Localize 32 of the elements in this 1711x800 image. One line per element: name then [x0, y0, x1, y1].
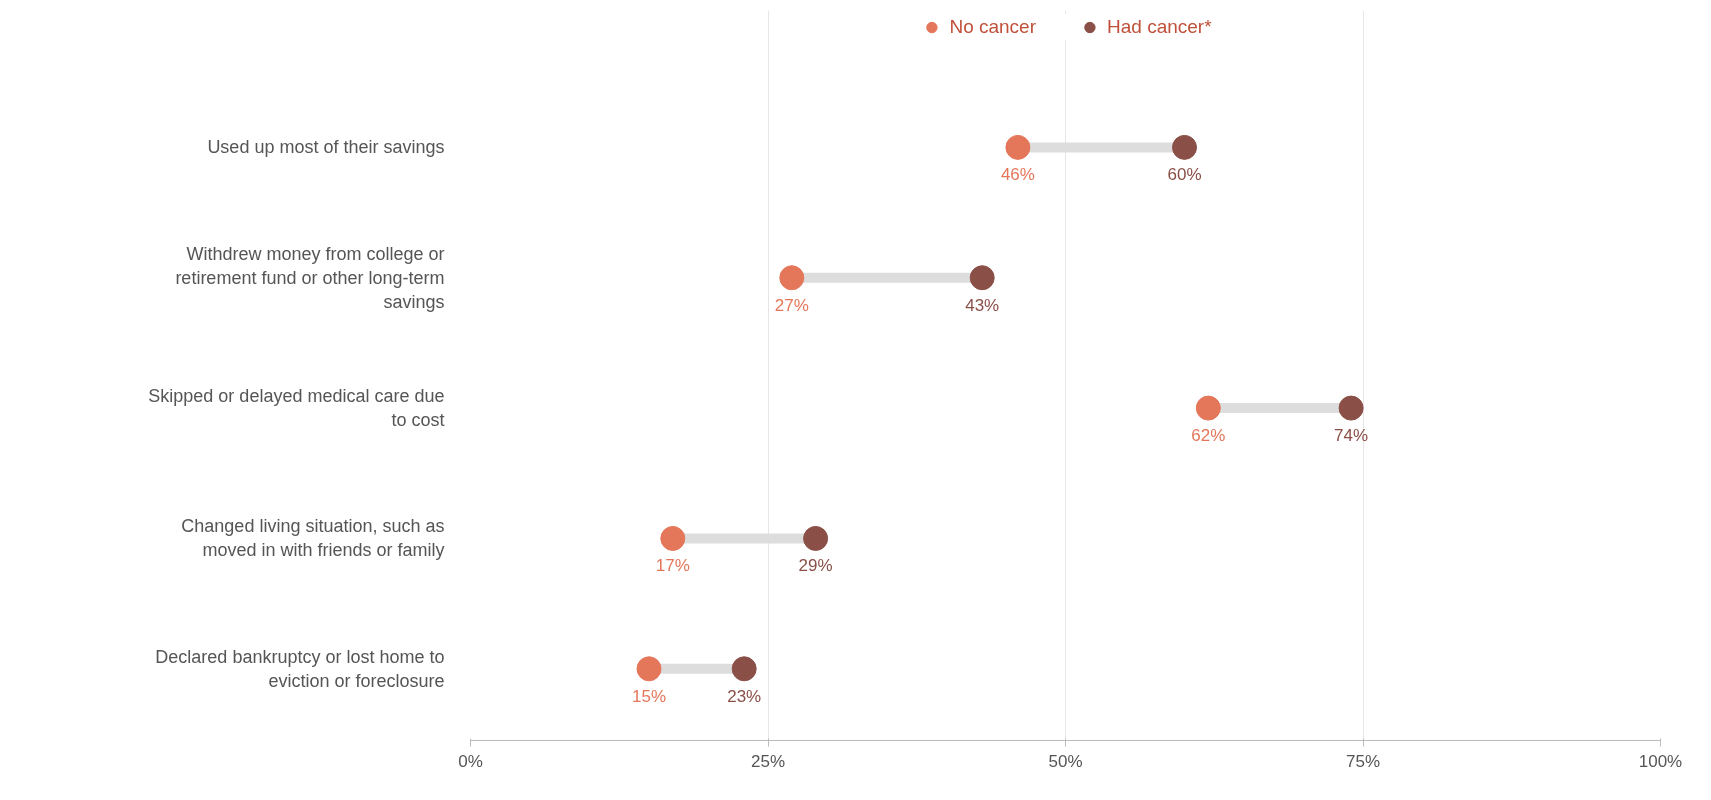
x-tick-label: 100%: [1638, 751, 1683, 771]
y-tick-label: Skipped or delayed medical care due to cost: [148, 386, 445, 431]
point: [660, 525, 686, 551]
x-tick-label: 50%: [1048, 751, 1083, 771]
data-label: 27%: [774, 295, 809, 315]
data-label: 46%: [1000, 165, 1035, 185]
point: [1005, 134, 1031, 160]
data-label: 60%: [1167, 165, 1202, 185]
data-label: 29%: [798, 556, 833, 576]
point: [1172, 134, 1197, 160]
x-tick-label: 25%: [750, 751, 786, 771]
legend-label: Had cancer*: [1107, 16, 1212, 38]
point: [803, 525, 829, 551]
y-tick-label: Declared bankruptcy or lost home to eviction or foreclosure: [155, 646, 445, 691]
point: [969, 265, 995, 291]
legend-label: No cancer: [949, 16, 1037, 38]
point: [636, 656, 662, 682]
data-label: 23%: [727, 686, 762, 706]
y-tick-label: Changed living situation, such as moved in with friends or family: [181, 516, 445, 561]
y-tick-label: Used up most of their savings: [207, 137, 445, 158]
x-tick-label: 75%: [1345, 751, 1381, 771]
point: [779, 265, 805, 291]
point: [1338, 395, 1364, 421]
data-label: 43%: [965, 295, 1000, 315]
y-tick-label: Withdrew money from college or retirement fund or other long-term savings: [175, 243, 445, 312]
data-label: 62%: [1191, 426, 1226, 446]
point: [1195, 395, 1221, 421]
x-tick-label: 0%: [458, 751, 483, 771]
data-label: 74%: [1334, 426, 1369, 446]
point: [731, 656, 757, 682]
data-label: 17%: [655, 556, 690, 576]
data-label: 15%: [631, 686, 667, 706]
